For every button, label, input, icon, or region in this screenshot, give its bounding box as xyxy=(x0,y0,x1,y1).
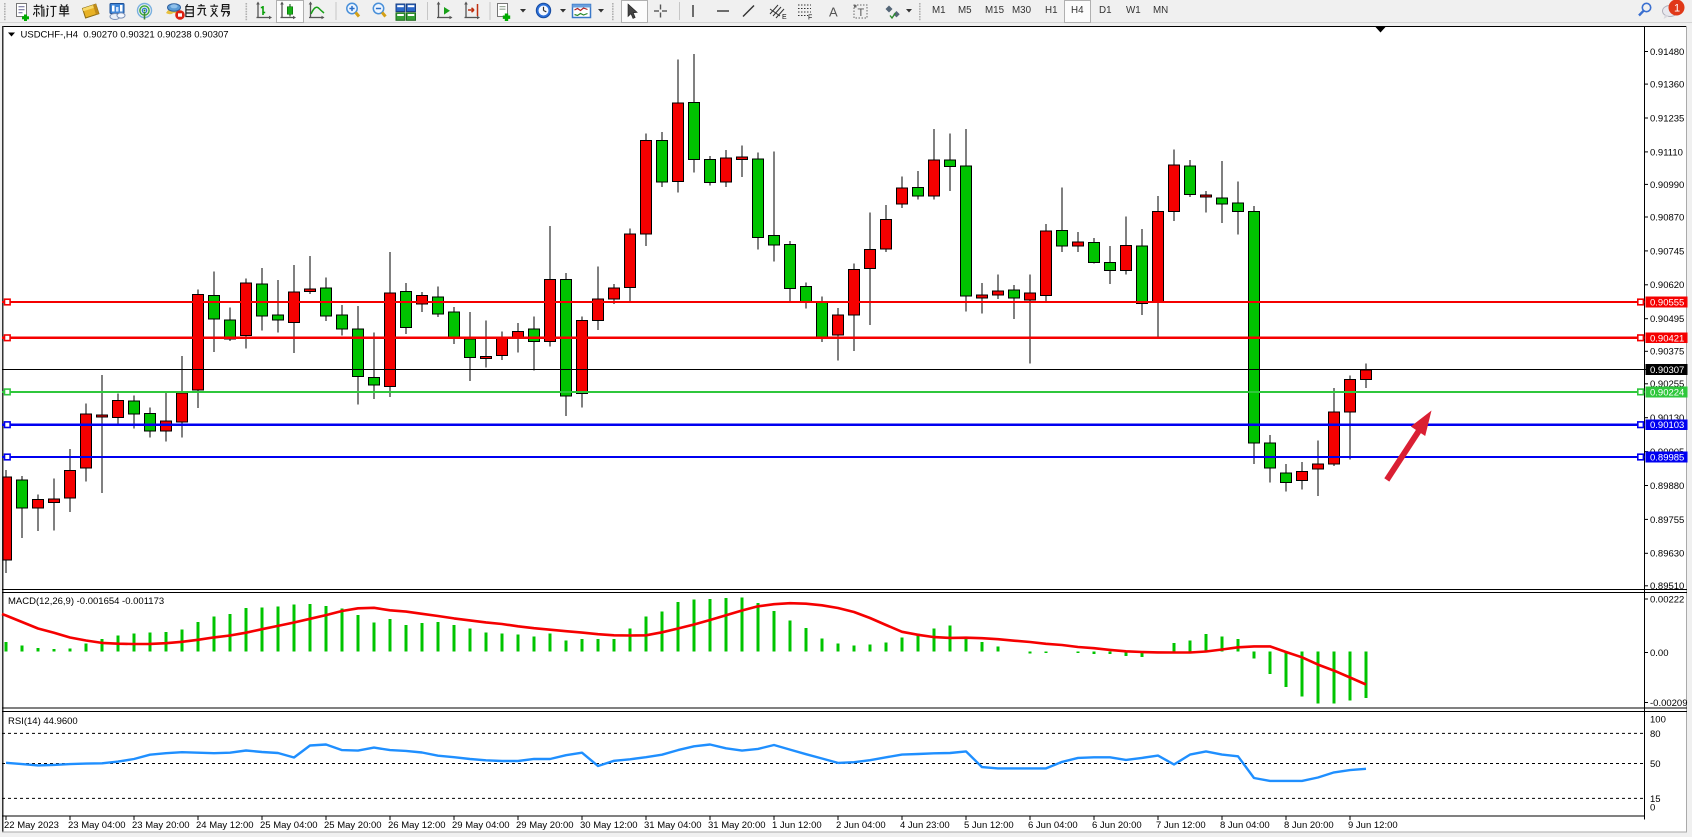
svg-text:0.91110: 0.91110 xyxy=(1650,147,1683,158)
svg-text:F: F xyxy=(808,15,812,22)
svg-text:31 May 04:00: 31 May 04:00 xyxy=(644,820,702,831)
svg-text:A: A xyxy=(829,5,838,20)
svg-text:100: 100 xyxy=(1650,714,1666,725)
svg-text:0.90495: 0.90495 xyxy=(1650,314,1684,325)
svg-text:0.91360: 0.91360 xyxy=(1650,80,1684,91)
svg-text:0.90745: 0.90745 xyxy=(1650,246,1684,257)
svg-text:29 May 04:00: 29 May 04:00 xyxy=(452,820,510,831)
svg-text:E: E xyxy=(782,14,787,21)
svg-text:0.89755: 0.89755 xyxy=(1650,515,1684,526)
svg-text:0.89985: 0.89985 xyxy=(1650,453,1684,464)
svg-text:2 Jun 04:00: 2 Jun 04:00 xyxy=(836,820,886,831)
svg-text:0.89630: 0.89630 xyxy=(1650,549,1684,560)
svg-text:5 Jun 12:00: 5 Jun 12:00 xyxy=(964,820,1014,831)
svg-text:9 Jun 12:00: 9 Jun 12:00 xyxy=(1348,820,1398,831)
svg-text:0.90375: 0.90375 xyxy=(1650,347,1684,358)
svg-text:25 May 04:00: 25 May 04:00 xyxy=(260,820,318,831)
svg-text:0.89510: 0.89510 xyxy=(1650,581,1684,592)
svg-text:0.90307: 0.90307 xyxy=(1650,365,1684,376)
svg-text:26 May 12:00: 26 May 12:00 xyxy=(388,820,446,831)
svg-text:0.00222: 0.00222 xyxy=(1650,594,1684,605)
svg-text:USDCHF-,H4 0.90270 0.90321 0.: USDCHF-,H4 0.90270 0.90321 0.90238 0.903… xyxy=(21,29,229,40)
svg-text:-0.00209: -0.00209 xyxy=(1650,698,1688,709)
svg-text:23 May 20:00: 23 May 20:00 xyxy=(132,820,190,831)
svg-text:0: 0 xyxy=(1650,803,1655,814)
svg-text:0.90620: 0.90620 xyxy=(1650,280,1684,291)
svg-text:0.00: 0.00 xyxy=(1650,648,1669,659)
svg-text:22 May 2023: 22 May 2023 xyxy=(4,820,59,831)
svg-text:8 Jun 04:00: 8 Jun 04:00 xyxy=(1220,820,1270,831)
svg-text:T: T xyxy=(858,7,865,19)
svg-text:30 May 12:00: 30 May 12:00 xyxy=(580,820,638,831)
svg-text:23 May 04:00: 23 May 04:00 xyxy=(68,820,126,831)
svg-text:0.90103: 0.90103 xyxy=(1650,420,1684,431)
svg-text:0.91235: 0.91235 xyxy=(1650,113,1684,124)
svg-text:0.90870: 0.90870 xyxy=(1650,212,1684,223)
svg-text:80: 80 xyxy=(1650,729,1661,740)
svg-text:29 May 20:00: 29 May 20:00 xyxy=(516,820,574,831)
svg-text:7 Jun 12:00: 7 Jun 12:00 xyxy=(1156,820,1206,831)
svg-text:0.89880: 0.89880 xyxy=(1650,481,1684,492)
svg-text:6 Jun 04:00: 6 Jun 04:00 xyxy=(1028,820,1078,831)
svg-text:24 May 12:00: 24 May 12:00 xyxy=(196,820,254,831)
svg-text:1 Jun 12:00: 1 Jun 12:00 xyxy=(772,820,822,831)
svg-text:1: 1 xyxy=(1674,3,1680,15)
svg-text:0.90130: 0.90130 xyxy=(1650,413,1684,424)
svg-text:0.90990: 0.90990 xyxy=(1650,180,1684,191)
svg-text:RSI(14) 44.9600: RSI(14) 44.9600 xyxy=(8,716,78,727)
svg-text:8 Jun 20:00: 8 Jun 20:00 xyxy=(1284,820,1334,831)
svg-text:MACD(12,26,9) -0.001654 -0.001: MACD(12,26,9) -0.001654 -0.001173 xyxy=(8,596,164,607)
svg-text:0.90255: 0.90255 xyxy=(1650,379,1684,390)
svg-text:0.90224: 0.90224 xyxy=(1650,387,1684,398)
svg-text:0.90555: 0.90555 xyxy=(1650,298,1684,309)
svg-text:0.90421: 0.90421 xyxy=(1650,333,1684,344)
svg-text:15: 15 xyxy=(1650,794,1661,805)
svg-text:31 May 20:00: 31 May 20:00 xyxy=(708,820,766,831)
svg-text:50: 50 xyxy=(1650,759,1661,770)
svg-text:6 Jun 20:00: 6 Jun 20:00 xyxy=(1092,820,1142,831)
svg-text:25 May 20:00: 25 May 20:00 xyxy=(324,820,382,831)
svg-text:4 Jun 23:00: 4 Jun 23:00 xyxy=(900,820,950,831)
svg-text:0.91480: 0.91480 xyxy=(1650,47,1684,58)
